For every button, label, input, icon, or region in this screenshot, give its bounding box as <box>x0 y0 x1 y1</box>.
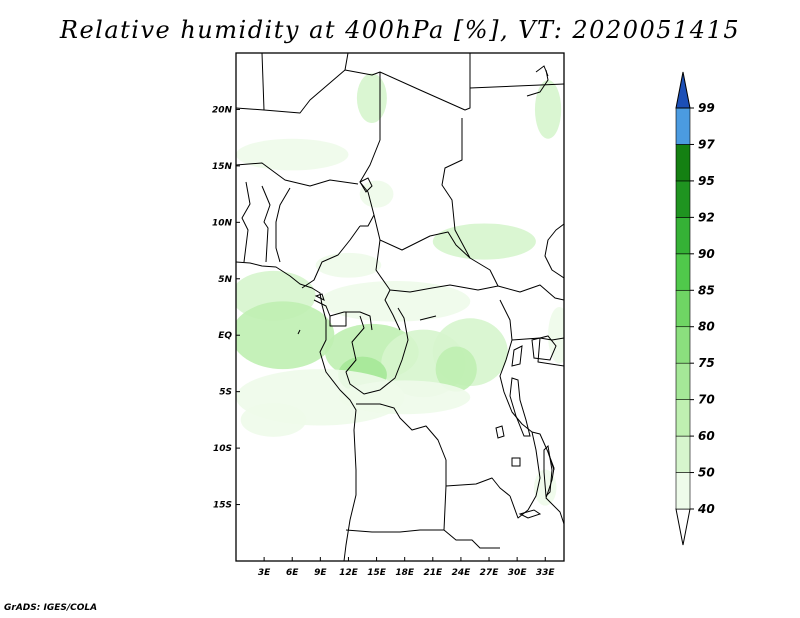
x-tick-label-6E: 6E <box>286 568 299 578</box>
humidity-patch-18 <box>548 307 564 364</box>
x-tick-label-24E: 24E <box>452 568 472 578</box>
y-tick-label-10S: 10S <box>213 444 232 454</box>
colorbar-label-95: 95 <box>698 174 715 188</box>
colorbar-label-40: 40 <box>697 502 715 516</box>
y-tick-label-EQ: EQ <box>218 331 232 341</box>
humidity-patch-0 <box>356 73 387 123</box>
colorbar-segment-97 <box>675 107 691 145</box>
x-tick-label-3E: 3E <box>258 568 271 578</box>
colorbar-label-85: 85 <box>698 283 715 297</box>
x-tick-label-15E: 15E <box>367 568 387 578</box>
x-tick-label-27E: 27E <box>480 568 500 578</box>
x-tick-label-9E: 9E <box>314 568 327 578</box>
humidity-patch-6 <box>315 252 382 278</box>
x-tick-label-21E: 21E <box>423 568 443 578</box>
colorbar-segment-90 <box>675 217 691 255</box>
colorbar-upper-arrow <box>675 71 691 109</box>
colorbar-label-80: 80 <box>698 320 715 334</box>
colorbar-label-75: 75 <box>698 356 715 370</box>
x-tick-label-18E: 18E <box>395 568 415 578</box>
humidity-patch-4 <box>432 223 536 260</box>
humidity-patch-1 <box>534 80 562 139</box>
humidity-shading <box>236 73 564 506</box>
colorbar-label-90: 90 <box>698 247 715 261</box>
humidity-patch-8 <box>236 301 335 370</box>
colorbar: 40 50 60 70 75 80 85 90 92 95 97 99 <box>675 71 715 546</box>
y-tick-label-5S: 5S <box>219 388 232 398</box>
humidity-patch-15 <box>339 380 471 415</box>
x-tick-label-33E: 33E <box>536 568 556 578</box>
colorbar-lower-arrow <box>675 508 691 546</box>
colorbar-segment-75 <box>675 326 691 364</box>
x-tick-label-30E: 30E <box>508 568 528 578</box>
colorbar-segment-85 <box>675 253 691 291</box>
colorbar-segment-40 <box>675 472 691 510</box>
y-tick-label-10N: 10N <box>212 218 233 228</box>
humidity-patch-16 <box>240 402 307 437</box>
humidity-patch-3 <box>359 180 394 208</box>
y-axis: 20N 15N 10N 5N EQ 5S 10S 15S <box>212 105 240 511</box>
y-tick-label-20N: 20N <box>212 105 233 115</box>
y-tick-label-15N: 15N <box>212 162 233 172</box>
colorbar-label-99: 99 <box>698 101 715 115</box>
humidity-patch-7 <box>320 281 471 322</box>
colorbar-segment-92 <box>675 180 691 218</box>
colorbar-segment-95 <box>675 144 691 182</box>
colorbar-label-92: 92 <box>698 210 715 224</box>
credit-text: GrADS: IGES/COLA <box>4 603 98 613</box>
x-axis: 3E 6E 9E 12E 15E 18E 21E 24E 27E 30E 33E <box>258 557 556 578</box>
country-boundaries <box>236 53 564 561</box>
colorbar-segment-70 <box>675 362 691 400</box>
colorbar-label-97: 97 <box>698 137 715 151</box>
y-tick-label-15S: 15S <box>213 501 232 511</box>
colorbar-segment-80 <box>675 289 691 328</box>
chart-title: Relative humidity at 400hPa [%], VT: 202… <box>59 16 741 44</box>
colorbar-segment-60 <box>675 399 691 437</box>
plot-frame <box>235 52 565 562</box>
colorbar-label-50: 50 <box>698 466 715 480</box>
colorbar-segment-50 <box>675 435 691 473</box>
x-tick-label-12E: 12E <box>339 568 359 578</box>
humidity-patch-13 <box>435 346 477 392</box>
colorbar-label-60: 60 <box>698 429 715 443</box>
humidity-patch-2 <box>236 138 349 171</box>
lakes <box>297 65 557 519</box>
y-tick-label-5N: 5N <box>218 275 232 285</box>
colorbar-label-70: 70 <box>698 393 715 407</box>
